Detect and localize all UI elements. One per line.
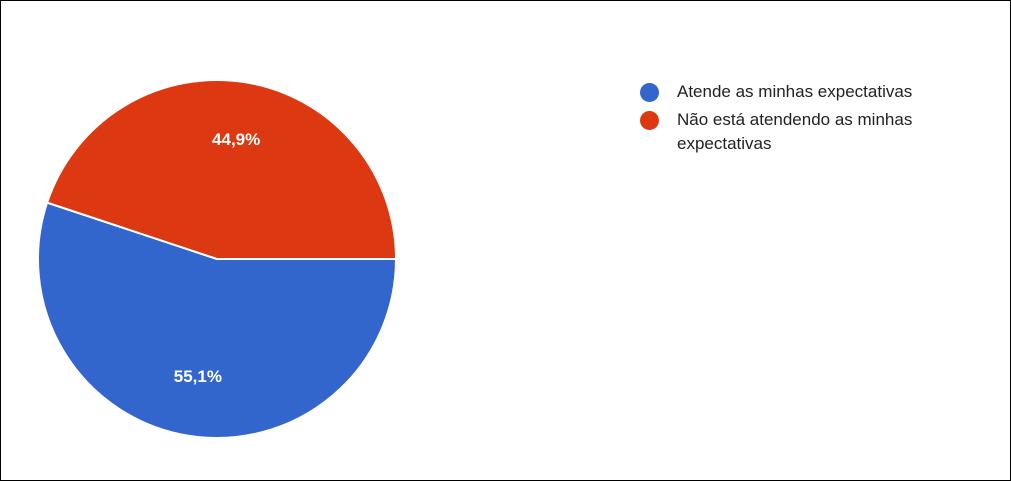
pie-slice-atende[interactable]: [37, 201, 398, 439]
pie-label-atende: 55,1%: [174, 367, 222, 386]
legend-label-nao-atende: Não está atendendo as minhas expectativa…: [677, 110, 913, 153]
pie-label-nao-atende: 44,9%: [212, 130, 260, 149]
legend-item-nao-atende[interactable]: Não está atendendo as minhas expectativa…: [640, 108, 1011, 156]
legend-swatch-nao-atende: [640, 111, 659, 130]
legend-item-atende[interactable]: Atende as minhas expectativas: [640, 80, 1011, 104]
pie-slice-nao-atende[interactable]: [45, 79, 398, 260]
legend-label-atende: Atende as minhas expectativas: [677, 82, 913, 101]
legend-swatch-atende: [640, 83, 659, 102]
chart-legend: Atende as minhas expectativas Não está a…: [640, 80, 1011, 160]
